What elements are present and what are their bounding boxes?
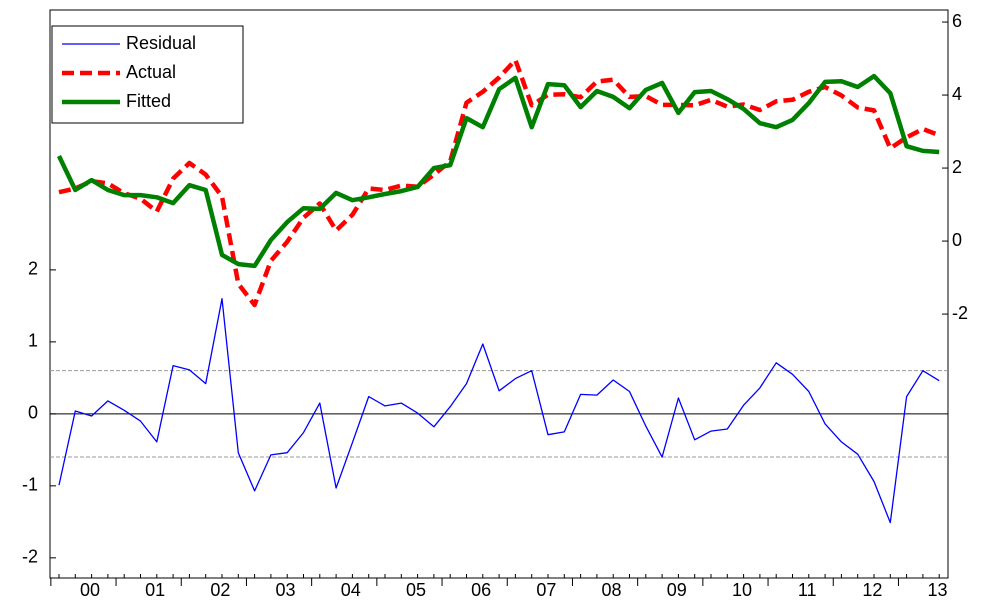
x-tick-label: 02 [210, 580, 230, 600]
y-tick-label: 0 [28, 403, 38, 423]
series-line [58, 57, 940, 308]
x-tick-label: 04 [341, 580, 361, 600]
y2-tick-label: -2 [952, 303, 968, 323]
x-tick-label: 07 [536, 580, 556, 600]
series-line [56, 73, 940, 269]
y2-tick-label: 2 [952, 157, 962, 177]
y-tick-label: -2 [22, 547, 38, 567]
x-tick-label: 05 [406, 580, 426, 600]
x-tick-label: 01 [145, 580, 165, 600]
x-tick-label: 09 [667, 580, 687, 600]
y-tick-label: 1 [28, 331, 38, 351]
legend-label: Residual [126, 33, 196, 53]
y2-tick-label: 6 [952, 11, 962, 31]
series-line [58, 298, 940, 524]
x-tick-label: 11 [798, 580, 817, 600]
x-tick-label: 03 [276, 580, 296, 600]
legend-label: Fitted [126, 91, 171, 111]
y-tick-label: 2 [28, 259, 38, 279]
x-tick-label: 13 [928, 580, 948, 600]
y2-tick-label: 4 [952, 84, 962, 104]
y2-tick-label: 0 [952, 230, 962, 250]
x-tick-label: 10 [732, 580, 752, 600]
y-tick-label: -1 [22, 475, 38, 495]
x-tick-label: 12 [862, 580, 882, 600]
x-tick-label: 00 [80, 580, 100, 600]
x-tick-label: 08 [602, 580, 622, 600]
legend-label: Actual [126, 62, 176, 82]
x-tick-label: 06 [471, 580, 491, 600]
